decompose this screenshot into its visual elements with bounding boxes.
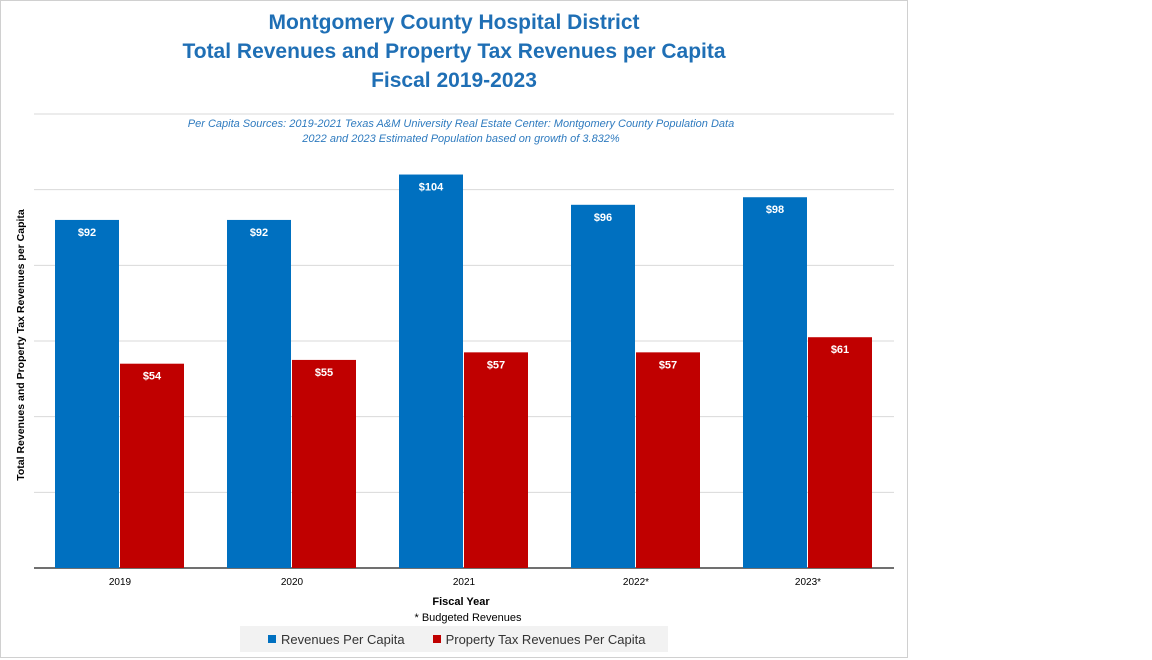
data-label-property-tax: $57 bbox=[487, 359, 505, 371]
x-tick-label: 2022* bbox=[623, 577, 649, 588]
data-label-revenues: $104 bbox=[419, 182, 444, 194]
x-tick-labels: 2019 2020 2021 2022* 2023* bbox=[109, 577, 821, 588]
bar-chart: $92 $54 $92 $55 $104 $57 $96 $57 $98 $61 2019 2020… bbox=[34, 113, 894, 588]
data-label-revenues: $92 bbox=[78, 227, 96, 239]
title-line-3: Fiscal 2019-2023 bbox=[371, 69, 537, 92]
bar-revenues bbox=[55, 219, 119, 568]
bar-property-tax bbox=[636, 352, 700, 568]
x-tick-label: 2020 bbox=[281, 577, 304, 588]
bar-property-tax bbox=[292, 359, 356, 568]
legend-swatch-revenues bbox=[268, 635, 276, 643]
legend-swatch-property-tax bbox=[432, 635, 441, 643]
data-label-revenues: $96 bbox=[594, 212, 612, 224]
data-label-property-tax: $61 bbox=[831, 344, 849, 356]
source-line-1: Per Capita Sources: 2019-2021 Texas A&M … bbox=[187, 118, 735, 130]
bar-revenues bbox=[571, 204, 635, 569]
legend-item-property-tax: Property Tax Revenues Per Capita bbox=[432, 631, 646, 647]
bars bbox=[55, 174, 872, 569]
bar-revenues bbox=[227, 219, 291, 568]
bar-property-tax bbox=[464, 352, 528, 568]
bar-property-tax bbox=[120, 363, 184, 568]
bar-revenues bbox=[399, 174, 463, 569]
data-label-revenues: $98 bbox=[766, 204, 784, 216]
source-note: Per Capita Sources: 2019-2021 Texas A&M … bbox=[0, 117, 922, 147]
data-label-revenues: $92 bbox=[250, 227, 268, 239]
x-tick-label: 2019 bbox=[109, 577, 132, 588]
budget-footnote: * Budgeted Revenues bbox=[414, 612, 522, 624]
x-axis-label: Fiscal Year bbox=[432, 596, 490, 608]
data-label-property-tax: $55 bbox=[315, 367, 333, 379]
data-labels: $92 $54 $92 $55 $104 $57 $96 $57 $98 $61 bbox=[78, 182, 849, 383]
source-line-2: 2022 and 2023 Estimated Population based… bbox=[302, 133, 620, 145]
x-tick-label: 2021 bbox=[453, 577, 476, 588]
title-line-1: Montgomery County Hospital District bbox=[268, 11, 640, 34]
legend-label-revenues: Revenues Per Capita bbox=[281, 631, 405, 647]
chart-title: Montgomery County Hospital District Tota… bbox=[0, 8, 908, 95]
data-label-property-tax: $57 bbox=[659, 359, 677, 371]
bar-property-tax bbox=[808, 337, 872, 568]
bar-revenues bbox=[743, 197, 807, 568]
legend: Revenues Per Capita Property Tax Revenue… bbox=[240, 626, 668, 652]
legend-item-revenues: Revenues Per Capita bbox=[268, 632, 405, 647]
x-tick-label: 2023* bbox=[795, 577, 821, 588]
legend-label-property-tax: Property Tax Revenues Per Capita bbox=[445, 631, 646, 647]
title-line-2: Total Revenues and Property Tax Revenues… bbox=[182, 40, 726, 63]
data-label-property-tax: $54 bbox=[143, 371, 162, 383]
